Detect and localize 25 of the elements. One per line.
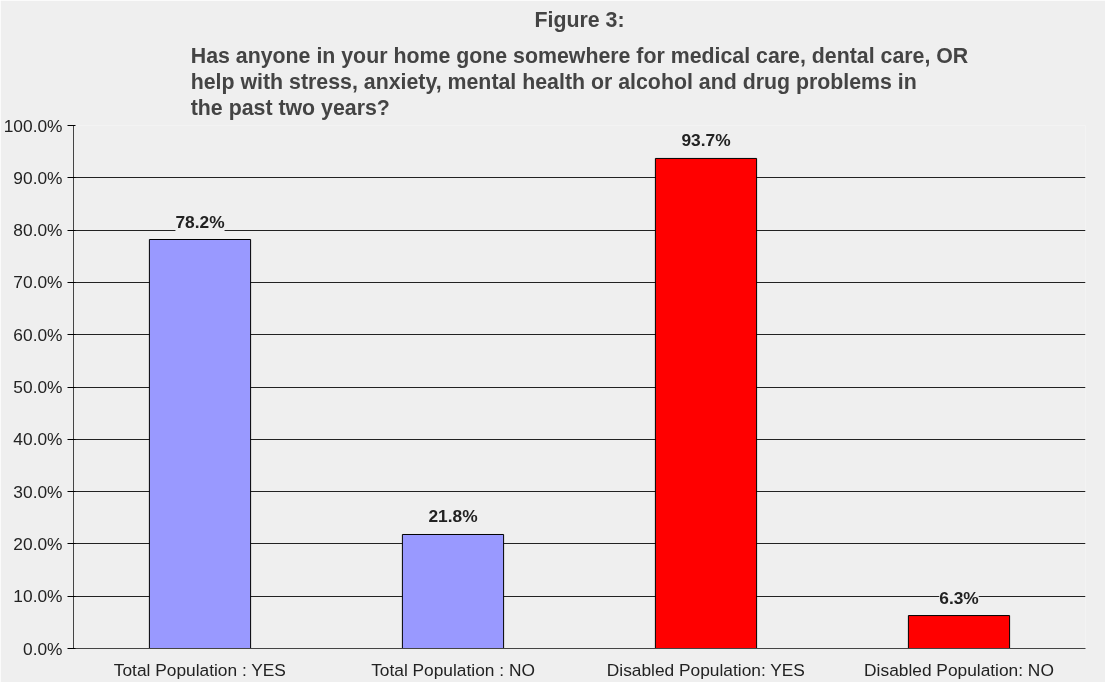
chart-title: Figure 3: xyxy=(534,7,625,32)
data-label: 6.3% xyxy=(939,587,979,608)
x-tick-label: Disabled Population: NO xyxy=(864,659,1054,680)
y-tick-label: 0.0% xyxy=(23,638,63,659)
bar xyxy=(148,239,252,649)
y-tick-label: 50.0% xyxy=(13,377,63,397)
y-tick-label: 90.0% xyxy=(13,167,63,188)
bar xyxy=(654,157,758,649)
x-tick-label: Disabled Population: YES xyxy=(606,659,805,680)
y-tick-label: 70.0% xyxy=(13,272,63,293)
y-tick-label: 60.0% xyxy=(13,324,63,345)
chart-subtitle: Has anyone in your home gone somewhere for medical care, dental care, OR help with stress, anxiety, mental health or alcohol and drug problems in the past two years? xyxy=(190,43,969,121)
y-tick-label: 80.0% xyxy=(13,220,63,241)
x-tick-label: Total Population : YES xyxy=(113,659,286,680)
data-label: 93.7% xyxy=(681,130,731,151)
y-tick-label: 100.0% xyxy=(3,115,63,136)
y-tick-label: 30.0% xyxy=(13,481,63,502)
data-label: 21.8% xyxy=(428,506,478,527)
bar xyxy=(401,533,505,649)
y-tick-label: 40.0% xyxy=(13,429,63,450)
y-tick-label: 10.0% xyxy=(13,586,63,607)
bar xyxy=(907,615,1011,649)
y-tick-label: 20.0% xyxy=(13,533,63,554)
x-tick-label: Total Population : NO xyxy=(371,659,535,680)
data-label: 78.2% xyxy=(175,211,225,232)
